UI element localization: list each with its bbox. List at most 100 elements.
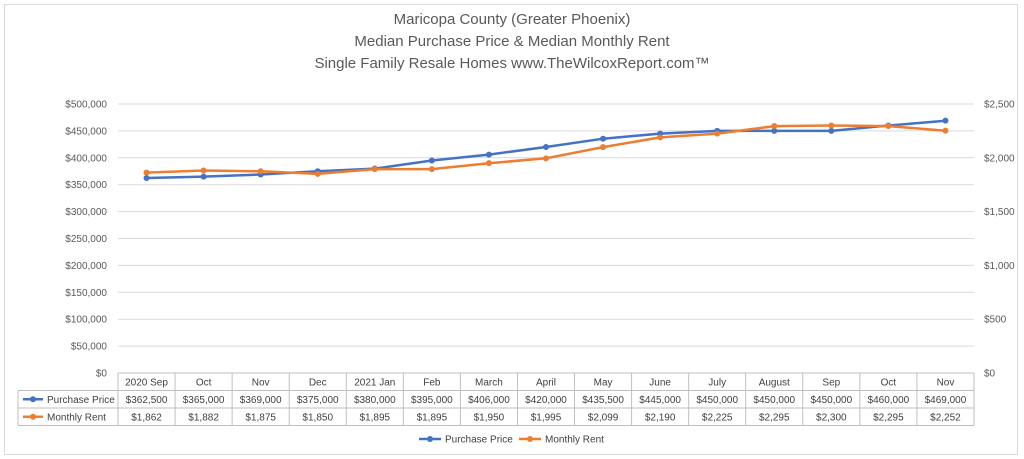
right-tick-label: $1,500 [984, 207, 1015, 218]
right-tick-label: $500 [984, 315, 1007, 326]
data-label: $450,000 [696, 395, 738, 406]
data-label: $2,252 [930, 412, 961, 423]
table-series-name: Purchase Price [47, 395, 115, 406]
plot-series [143, 117, 949, 181]
legend-marker [527, 436, 533, 442]
data-label: $1,862 [131, 412, 162, 423]
right-tick-label: $0 [984, 369, 996, 380]
chart-title-line-3: Single Family Resale Homes www.TheWilcox… [314, 55, 709, 72]
data-label: $2,099 [588, 412, 619, 423]
data-label: $450,000 [810, 395, 852, 406]
data-point [485, 160, 492, 167]
data-point [543, 144, 549, 151]
chart-title-line-2: Median Purchase Price & Median Monthly R… [354, 33, 670, 50]
data-point [428, 166, 435, 173]
data-point [143, 174, 150, 181]
data-label: $1,850 [302, 412, 333, 423]
data-point [600, 144, 607, 151]
data-label: $1,950 [474, 412, 505, 423]
data-point [371, 166, 378, 173]
left-tick-label: $450,000 [65, 126, 107, 137]
data-label: $369,000 [240, 395, 282, 406]
left-tick-label: $300,000 [65, 207, 107, 218]
category-label: March [475, 377, 503, 388]
data-point [885, 123, 892, 130]
data-label: $2,300 [816, 412, 847, 423]
data-label: $2,295 [873, 412, 904, 423]
data-label: $2,295 [759, 412, 790, 423]
data-point [200, 173, 207, 180]
left-tick-label: $500,000 [65, 100, 107, 111]
legend: Purchase Price Monthly Rent [419, 435, 604, 446]
left-tick-label: $200,000 [65, 261, 107, 272]
data-point [942, 117, 949, 124]
data-point [771, 123, 778, 130]
legend-label: Purchase Price [445, 435, 513, 446]
table-series-name: Monthly Rent [47, 412, 106, 423]
data-label: $375,000 [297, 395, 339, 406]
category-label: Oct [881, 377, 897, 388]
data-point [543, 155, 549, 162]
left-tick-label: $0 [96, 369, 108, 380]
data-point [771, 127, 778, 134]
category-label: August [759, 377, 790, 388]
data-label: $1,875 [245, 412, 276, 423]
left-tick-label: $400,000 [65, 153, 107, 164]
data-label: $1,882 [188, 412, 219, 423]
category-label: Feb [423, 377, 441, 388]
data-label: $435,500 [582, 395, 624, 406]
chart-title: Maricopa County (Greater Phoenix) Median… [314, 11, 709, 72]
data-point [143, 169, 150, 176]
data-point [485, 151, 492, 158]
data-label: $460,000 [868, 395, 910, 406]
category-label: Dec [309, 377, 327, 388]
data-point [714, 130, 721, 137]
category-label: Oct [196, 377, 212, 388]
category-label: June [649, 377, 671, 388]
category-label: 2020 Sep [125, 377, 168, 388]
category-label: July [708, 377, 726, 388]
legend-marker [427, 436, 433, 442]
table-legend-marker [30, 413, 36, 420]
left-axis: $0 $50,000 $100,000 $150,000 $200,000 $250,00… [65, 100, 107, 380]
data-label: $1,895 [360, 412, 391, 423]
category-label: Nov [937, 377, 955, 388]
data-label: $362,500 [126, 395, 168, 406]
data-label: $450,000 [753, 395, 795, 406]
left-tick-label: $100,000 [65, 315, 107, 326]
table-legend-marker [30, 396, 36, 403]
category-label: April [536, 377, 556, 388]
chart-frame [4, 4, 1018, 455]
data-point [942, 127, 949, 134]
data-label: $469,000 [925, 395, 967, 406]
legend-label: Monthly Rent [545, 435, 604, 446]
data-label: $2,190 [645, 412, 676, 423]
data-point [200, 167, 207, 174]
category-label: May [594, 377, 613, 388]
category-label: 2021 Jan [354, 377, 395, 388]
left-tick-label: $150,000 [65, 288, 107, 299]
data-label: $420,000 [525, 395, 567, 406]
data-table: 2020 Sep Oct Nov Dec 2021 Jan Feb March April Ma… [17, 372, 975, 426]
data-label: $1,895 [417, 412, 448, 423]
chart-title-line-1: Maricopa County (Greater Phoenix) [394, 11, 631, 28]
data-label: $395,000 [411, 395, 453, 406]
data-point [828, 127, 835, 134]
data-label: $445,000 [639, 395, 681, 406]
right-tick-label: $2,000 [984, 153, 1015, 164]
data-label: $1,995 [531, 412, 562, 423]
left-tick-label: $350,000 [65, 180, 107, 191]
data-point [600, 135, 607, 142]
right-axis: $0 $500 $1,000 $1,500 $2,000 $2,500 [984, 100, 1015, 380]
data-label: $380,000 [354, 395, 396, 406]
left-tick-label: $250,000 [65, 234, 107, 245]
right-tick-label: $1,000 [984, 261, 1015, 272]
data-label: $2,225 [702, 412, 733, 423]
data-point [257, 168, 264, 175]
category-label: Sep [822, 377, 840, 388]
data-point [314, 170, 321, 177]
data-point [428, 157, 435, 164]
left-tick-label: $50,000 [71, 342, 108, 353]
data-point [828, 122, 835, 129]
data-point [657, 134, 664, 141]
